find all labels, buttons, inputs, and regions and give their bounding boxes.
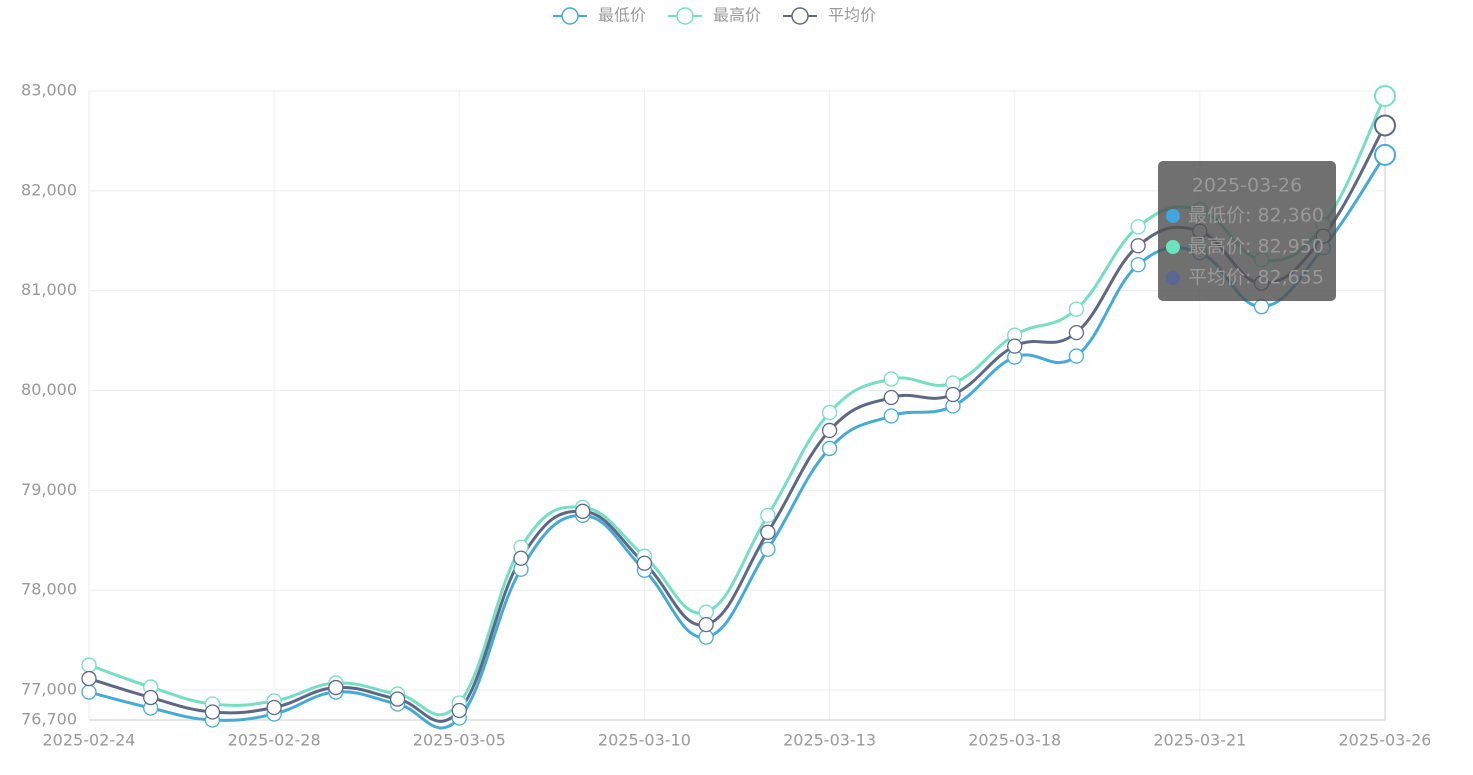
x-tick-label: 2025-03-21 [1153,731,1246,750]
data-point [389,691,406,707]
y-tick-label: 81,000 [21,280,77,299]
data-point [266,699,282,716]
tooltip-title: 2025-03-26 [1192,175,1302,197]
data-point [945,386,961,403]
data-point [1374,143,1396,166]
data-point [760,507,776,523]
data-point [883,408,899,424]
tooltip-dot [1166,271,1180,285]
y-tick-label: 76,700 [21,710,77,729]
data-point [513,550,529,566]
tooltip-row: 平均价: 82,655 [1188,267,1324,289]
data-point [883,389,899,406]
data-point [1068,301,1085,317]
y-tick-label: 80,000 [21,380,77,399]
data-point [821,440,838,457]
data-point [1130,257,1146,273]
data-point [575,503,591,519]
data-point [81,684,97,700]
x-tick-label: 2025-03-13 [783,731,876,750]
data-point [1068,324,1085,341]
x-tick-label: 2025-03-18 [968,731,1061,750]
data-point [451,702,467,719]
legend-symbol [561,7,579,25]
legend-symbol [791,7,809,25]
data-point [1007,338,1023,354]
y-tick-label: 77,000 [21,680,77,699]
y-tick-label: 79,000 [21,480,77,499]
y-tick-label: 82,000 [21,180,77,199]
data-point [328,679,344,696]
x-tick-label: 2025-02-28 [228,731,321,750]
legend-label: 最低价 [598,6,646,25]
data-point [821,404,838,421]
tooltip-dot [1166,240,1180,254]
x-tick-label: 2025-03-05 [413,731,506,750]
data-point [1374,114,1396,137]
data-point [1130,219,1146,235]
data-point [1253,299,1270,315]
x-tick-label: 2025-03-10 [598,731,691,750]
data-point [760,541,776,557]
data-point [821,422,838,439]
data-point [143,689,159,706]
data-point [1374,84,1396,107]
y-tick-label: 78,000 [21,580,77,599]
tooltip-box [1158,161,1336,301]
y-tick-label: 83,000 [21,81,77,100]
data-point [81,670,97,687]
data-point [81,657,97,673]
data-point [204,704,221,720]
legend-label: 平均价 [828,6,876,25]
tooltip-row: 最低价: 82,360 [1188,205,1324,227]
tooltip-row: 最高价: 82,950 [1188,236,1324,258]
data-point [698,617,714,633]
tooltip-dot [1166,209,1180,223]
data-point [636,555,653,571]
x-tick-label: 2025-03-26 [1339,731,1432,750]
legend-symbol [676,7,694,25]
x-tick-label: 2025-02-24 [43,731,136,750]
legend-label: 最高价 [713,6,761,25]
data-point [760,524,776,540]
data-point [883,371,899,387]
data-point [1068,348,1085,364]
data-point [1130,238,1146,254]
